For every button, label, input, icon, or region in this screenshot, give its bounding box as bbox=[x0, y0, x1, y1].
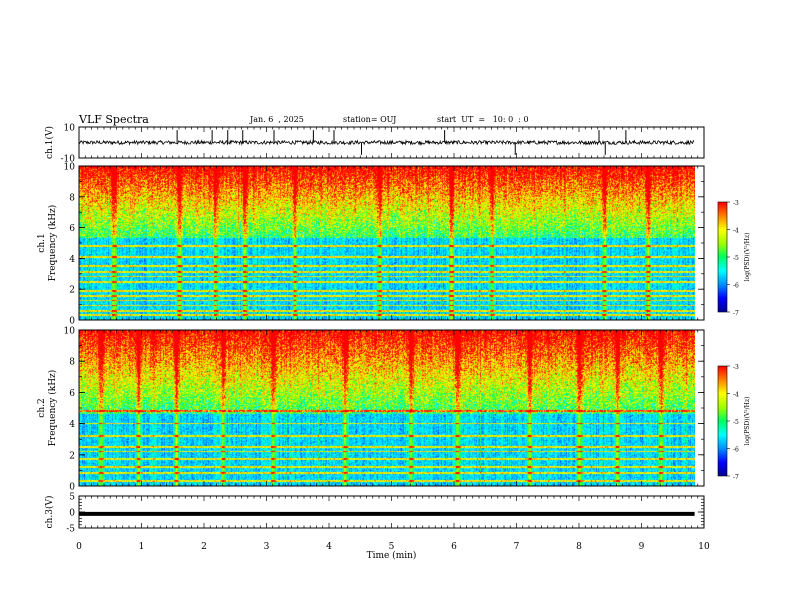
colorbar-tick-label: -6 bbox=[733, 447, 739, 454]
x-tick-label: 7 bbox=[514, 542, 520, 552]
y-tick-label: 5 bbox=[69, 493, 75, 503]
ch1-spectrogram-ylabel-frequency: Frequency (kHz) bbox=[47, 205, 58, 282]
colorbar-tick-label: -7 bbox=[733, 310, 739, 317]
ch2-spectrogram-colorbar-label: log(PSD)(V²/Hz) bbox=[744, 397, 751, 446]
date-label: Jan. 6 , 2025 bbox=[250, 115, 304, 124]
colorbar-tick-label: -5 bbox=[733, 419, 739, 426]
colorbar-tick-label: -6 bbox=[733, 283, 739, 290]
y-tick-label: 0 bbox=[69, 483, 75, 493]
y-tick-label: 6 bbox=[69, 224, 75, 234]
x-tick-label: 8 bbox=[576, 542, 582, 552]
y-tick-label: -10 bbox=[61, 155, 76, 165]
ch2-spectrogram-image-holder bbox=[79, 330, 695, 486]
colorbar-tick-label: -3 bbox=[733, 200, 739, 207]
ch2-spectrogram-group bbox=[79, 330, 695, 486]
x-tick-label: 2 bbox=[201, 542, 207, 552]
colorbar-tick-label: -5 bbox=[733, 255, 739, 262]
panel-frame-ch1-waveform: 10 -10 ch.1(V) bbox=[44, 124, 705, 165]
x-tick-label: 9 bbox=[639, 542, 645, 552]
ch2-spectrogram-colorbar bbox=[717, 365, 728, 477]
y-tick-label: 4 bbox=[69, 420, 75, 430]
y-tick-label: 8 bbox=[69, 193, 75, 203]
x-tick-label: 3 bbox=[264, 542, 270, 552]
y-tick-label: 8 bbox=[69, 358, 75, 368]
ch1-spectrogram-group bbox=[79, 166, 695, 320]
ch2-spectrogram-heatmap bbox=[79, 330, 695, 486]
y-tick-label: 4 bbox=[69, 255, 75, 265]
ch1-ylabel: ch.1(V) bbox=[44, 126, 55, 159]
y-tick-label: 0 bbox=[69, 509, 75, 519]
y-tick-label: 0 bbox=[69, 317, 75, 327]
ch1-spectrogram-colorbar-label: log(PSD)(V²/Hz) bbox=[744, 233, 751, 282]
ch1-spectrogram-ylabel-channel: ch.1 bbox=[37, 233, 47, 252]
colorbar-tick-label: -7 bbox=[733, 474, 739, 481]
ch1-trace bbox=[78, 139, 695, 146]
station-label: station= OUJ bbox=[343, 115, 397, 124]
x-tick-label: 1 bbox=[139, 542, 145, 552]
y-tick-label: 2 bbox=[69, 451, 75, 461]
x-tick-label: 4 bbox=[326, 542, 332, 552]
x-tick-label: 5 bbox=[389, 542, 395, 552]
panel-frame-ch1-spectrogram: 0 2 4 6 8 10 ch.1 Frequency (kHz) -3 -4 -5 -6 -7 log(… bbox=[37, 163, 751, 327]
y-tick-label: 2 bbox=[69, 286, 75, 296]
ch1-spectrogram-colorbar bbox=[717, 201, 728, 313]
y-tick-label: 6 bbox=[69, 389, 75, 399]
ch2-spectrogram-ylabel-channel: ch.2 bbox=[37, 398, 47, 417]
x-tick-label: 6 bbox=[451, 542, 457, 552]
chart-title: VLF Spectra bbox=[79, 113, 149, 126]
y-tick-label: 10 bbox=[64, 124, 76, 134]
colorbar-tick-label: -4 bbox=[733, 392, 739, 399]
y-tick-label: -5 bbox=[66, 525, 75, 535]
ch1-spectrogram-heatmap bbox=[79, 166, 695, 320]
x-tick-label: 10 bbox=[698, 542, 710, 552]
colorbar-tick-label: -3 bbox=[733, 364, 739, 371]
panel-frame-ch2-spectrogram: 0 2 4 6 8 10 ch.2 Frequency (kHz) -3 -4 -5 -6 -7 log(… bbox=[37, 327, 751, 493]
colorbar-tick-label: -4 bbox=[733, 228, 739, 235]
ch3-ylabel: ch.3(V) bbox=[44, 496, 55, 529]
ch1-spectrogram-image-holder bbox=[79, 166, 695, 320]
x-tick-label: 0 bbox=[76, 542, 82, 552]
ch2-spectrogram-ylabel-frequency: Frequency (kHz) bbox=[47, 370, 58, 447]
start-time-label: start UT = 10: 0 : 0 bbox=[437, 115, 529, 124]
y-tick-label: 10 bbox=[64, 327, 76, 337]
x-axis-label: Time (min) bbox=[367, 550, 417, 561]
y-tick-label: 10 bbox=[64, 163, 76, 173]
